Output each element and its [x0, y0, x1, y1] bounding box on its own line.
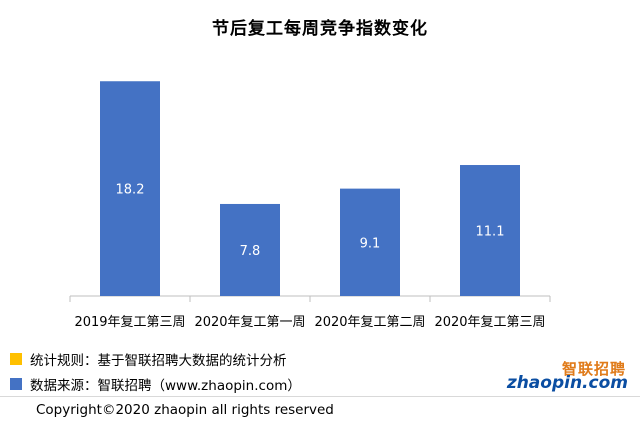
data-label: 11.1	[476, 225, 505, 240]
logo-en-text: zhaopin.com	[506, 373, 628, 393]
legend: 统计规则：基于智联招聘大数据的统计分析 数据来源：智联招聘（www.zhaopi…	[10, 346, 301, 396]
bar	[100, 81, 160, 297]
legend-item-source: 数据来源：智联招聘（www.zhaopin.com）	[10, 371, 301, 396]
chart-title: 节后复工每周竞争指数变化	[212, 19, 428, 39]
x-tick-label: 2019年复工第三周	[74, 315, 185, 330]
copyright-text: Copyright©2020 zhaopin all rights reserv…	[36, 402, 334, 418]
bar	[340, 188, 400, 296]
legend-text-rule: 统计规则：基于智联招聘大数据的统计分析	[30, 352, 287, 369]
legend-swatch-yellow	[10, 352, 22, 365]
bar	[460, 165, 520, 296]
bar-chart: 18.2 2019年复工第三周 7.8 2020年复工第一周 9.1 2020年复工第二周…	[69, 81, 551, 330]
footer-divider	[0, 396, 640, 397]
x-tick-label: 2020年复工第三周	[434, 315, 545, 330]
data-label: 7.8	[240, 244, 261, 259]
data-label: 9.1	[360, 236, 381, 251]
legend-swatch-blue	[10, 377, 22, 390]
legend-text-source: 数据来源：智联招聘（www.zhaopin.com）	[30, 377, 301, 394]
x-tick-label: 2020年复工第一周	[194, 315, 305, 330]
data-label: 18.2	[116, 183, 145, 198]
legend-item-rule: 统计规则：基于智联招聘大数据的统计分析	[10, 346, 301, 371]
logo-cn-text: 智联招聘	[561, 360, 626, 378]
bar	[220, 203, 280, 296]
zhaopin-logo: 智联招聘 zhaopin.com	[507, 358, 634, 393]
x-tick-label: 2020年复工第二周	[314, 315, 425, 330]
